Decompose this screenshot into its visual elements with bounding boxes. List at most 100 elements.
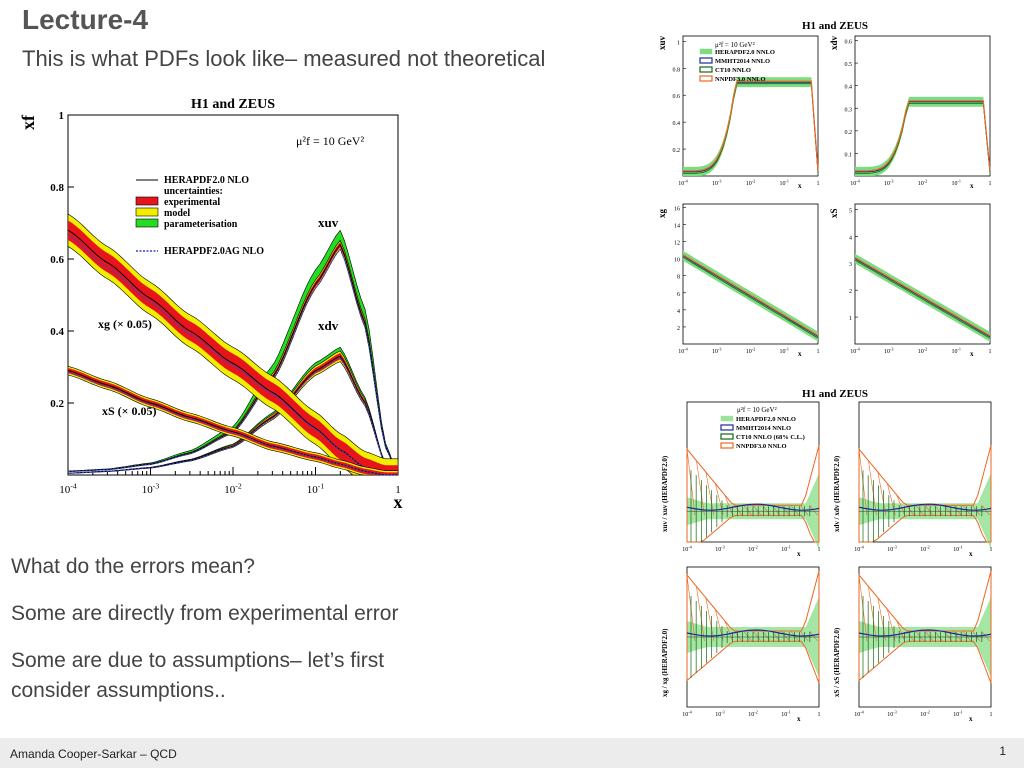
- chart-title: H1 and ZEUS: [191, 97, 275, 112]
- pdf-ratio-figure: H1 and ZEUS xuv / xuv (HERAPDF2.0) 10-4 10-…: [661, 388, 993, 722]
- rb-xlabel: x: [797, 550, 801, 558]
- rb-nnpdf-hatch: [762, 630, 771, 642]
- rt-ytick-label: 0.6: [845, 40, 853, 46]
- rb-nnpdf-hatch: [953, 505, 962, 516]
- rt-xtick-label: 10-3: [884, 347, 894, 355]
- rb-ylabel-xs: xS / xS (HERAPDF2.0): [833, 627, 841, 697]
- rb-legend-item-0: HERAPDF2.0 NNLO: [736, 416, 796, 423]
- rb-xtick-label: 10-1: [781, 710, 791, 718]
- rb-nnpdf-band-xg: [686, 570, 820, 684]
- rt-ytick-label: 8: [677, 275, 680, 281]
- rt-ct10-line-xg: [682, 256, 819, 339]
- rt-xtick-label: 1: [989, 181, 992, 187]
- legend-uncertainties: uncertainties:: [164, 186, 223, 197]
- legend-experimental-swatch: [135, 196, 159, 206]
- rt-xtick-label: 10-4: [678, 179, 688, 187]
- rt-xlabel: x: [970, 350, 974, 358]
- rb-nnpdf-hatch: [877, 597, 887, 642]
- x-tick-label: 10-4: [59, 482, 77, 496]
- rt-xtick-label: 10-3: [884, 179, 894, 187]
- rb-nnpdf-hatch: [934, 630, 943, 642]
- rt-ytick-label: 1: [849, 316, 852, 322]
- rb-nnpdf-band-xs: [858, 570, 992, 684]
- rt-title: H1 and ZEUS: [802, 20, 868, 32]
- rt-xtick-label: 10-1: [780, 347, 790, 355]
- rb-mmht-line-xdv: [858, 503, 992, 511]
- rb-nnpdf-band-xdv: [858, 445, 992, 543]
- rt-ytick-label: 4: [849, 235, 852, 241]
- rb-nnpdf-hatch: [696, 460, 705, 516]
- x-tick-label: 10-3: [142, 482, 160, 496]
- rt-ytick-label: 1: [677, 40, 680, 46]
- rt-ytick-label: 0.4: [673, 121, 681, 127]
- rb-nnpdf-hatch: [981, 505, 990, 516]
- rb-xtick-label: 10-4: [854, 545, 864, 553]
- rb-legend-swatch-0: [720, 415, 734, 422]
- rt-herapdf-band-xdv: [855, 96, 990, 176]
- rb-xtick-label: 10-1: [953, 710, 963, 718]
- rt-ytick-label: 0.6: [673, 94, 681, 100]
- rb-mmht-line-xs: [858, 629, 992, 637]
- rt-legend-swatch-2: [699, 66, 713, 73]
- rt-nnpdf-line-xg: [682, 254, 819, 337]
- y-axis-label: xf: [18, 114, 38, 130]
- rb-nnpdf-hatch: [752, 630, 762, 642]
- rb-nnpdf-hatch: [705, 472, 715, 516]
- bullet-errors-question: What do the errors mean?: [11, 555, 255, 578]
- rt-herapdf-band-xuv: [683, 77, 818, 176]
- rt-ytick-label: 14: [674, 223, 680, 229]
- rt-ytick-label: 12: [674, 241, 680, 247]
- rt-panel-xdv: [854, 35, 991, 177]
- footer-bar: Amanda Cooper-Sarkar – QCD 1: [0, 738, 1024, 768]
- rb-xlabel: x: [969, 550, 973, 558]
- rb-nnpdf-hatch: [896, 494, 905, 516]
- rt-ytick-label: 2: [677, 326, 680, 332]
- rb-nnpdf-hatch: [781, 630, 790, 642]
- rb-xtick-label: 1: [818, 547, 821, 553]
- rb-nnpdf-hatch: [934, 505, 943, 516]
- rb-nnpdf-hatch: [924, 505, 934, 516]
- rb-xtick-label: 10-2: [748, 710, 758, 718]
- rb-nnpdf-hatch: [724, 494, 733, 516]
- rt-xtick-label: 10-1: [952, 347, 962, 355]
- rb-title: H1 and ZEUS: [802, 388, 868, 400]
- rt-panel-xs: [854, 203, 991, 345]
- legend-parameterisation: parameterisation: [164, 219, 238, 230]
- rt-ytick-label: 0.1: [845, 152, 853, 158]
- rb-nnpdf-hatch: [809, 505, 818, 516]
- x-tick-label: 10-1: [307, 482, 325, 496]
- rb-xtick-label: 1: [990, 712, 993, 718]
- rb-xtick-label: 10-1: [953, 545, 963, 553]
- slide-subtitle: This is what PDFs look like– measured no…: [22, 46, 546, 71]
- rb-xtick-label: 1: [990, 547, 993, 553]
- rb-legend-swatch-3: [720, 442, 734, 449]
- rb-legend-item-1: MMHT2014 NNLO: [736, 425, 791, 432]
- rt-ytick-label: 0.2: [845, 130, 853, 136]
- rb-xtick-label: 10-4: [682, 545, 692, 553]
- rt-ytick-label: 3: [849, 262, 852, 268]
- rb-nnpdf-hatch: [762, 505, 771, 516]
- rb-mmht-line-xg: [686, 629, 820, 637]
- rb-ylabel-xuv: xuv / xuv (HERAPDF2.0): [661, 455, 669, 532]
- rt-ytick-label: 0.3: [845, 107, 853, 113]
- rb-nnpdf-hatch: [724, 620, 733, 642]
- pdf-comparison-figure: H1 and ZEUS xuv 0.2 0.4 0.6 0.8 1 10-4 10-3 10-2 1…: [657, 20, 992, 358]
- rt-xtick-label: 10-4: [678, 347, 688, 355]
- rt-ytick-label: 5: [849, 208, 852, 214]
- rb-nnpdf-hatch: [781, 505, 790, 516]
- rt-ct10-line-xuv: [683, 83, 819, 174]
- y-tick-label: 0.8: [50, 182, 64, 194]
- rb-xtick-label: 10-4: [854, 710, 864, 718]
- rt-legend-item-1: MMHT2014 NNLO: [715, 58, 770, 65]
- rt-ytick-label: 4: [677, 309, 680, 315]
- rt-ct10-line-xs: [854, 259, 991, 339]
- rb-nnpdf-hatch: [705, 597, 715, 642]
- rt-xtick-label: 10-1: [952, 179, 962, 187]
- rb-scale-label: μ²f = 10 GeV²: [737, 406, 777, 414]
- rt-legend-swatch-3: [699, 75, 713, 82]
- xdv-label: xdv: [318, 318, 339, 333]
- xg-alt-line: [67, 234, 398, 476]
- rb-ylabel-xdv: xdv / xdv (HERAPDF2.0): [833, 455, 841, 532]
- rb-xtick-label: 10-3: [715, 545, 725, 553]
- rt-ytick-label: 0.2: [673, 148, 681, 154]
